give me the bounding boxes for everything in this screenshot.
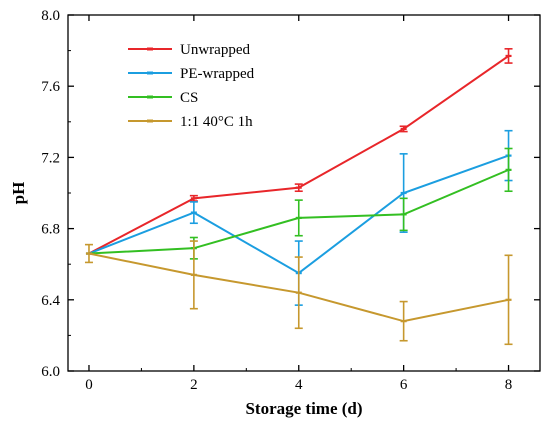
y-tick-label: 6.4 xyxy=(41,293,60,309)
legend-label: PE-wrapped xyxy=(180,66,255,82)
x-tick-label: 6 xyxy=(400,377,408,393)
x-tick-label: 4 xyxy=(295,377,303,393)
series-0 xyxy=(85,48,513,255)
axes: 0 2 4 6 8 6.0 6.4 6.8 7.2 7.6 8.0 xyxy=(41,8,541,393)
legend-label: 1:1 40°C 1h xyxy=(180,114,253,130)
y-tick-label: 6.8 xyxy=(41,222,60,238)
x-tick-label: 0 xyxy=(85,377,93,393)
series-layer xyxy=(84,48,513,346)
series-3 xyxy=(84,240,513,346)
y-tick-label: 6.0 xyxy=(41,364,60,380)
legend-label: Unwrapped xyxy=(180,42,250,58)
x-axis-title: Storage time (d) xyxy=(245,399,362,418)
x-tick-label: 8 xyxy=(505,377,513,393)
series-2 xyxy=(85,147,513,260)
legend-label: CS xyxy=(180,90,198,106)
legend: Unwrapped PE-wrapped CS 1:1 40°C 1h xyxy=(128,42,255,130)
plot-frame xyxy=(67,14,541,372)
y-axis-title: pH xyxy=(9,182,28,205)
y-tick-label: 7.6 xyxy=(41,79,60,95)
y-tick-label: 8.0 xyxy=(41,8,60,24)
x-tick-label: 2 xyxy=(190,377,198,393)
y-tick-label: 7.2 xyxy=(41,150,60,166)
